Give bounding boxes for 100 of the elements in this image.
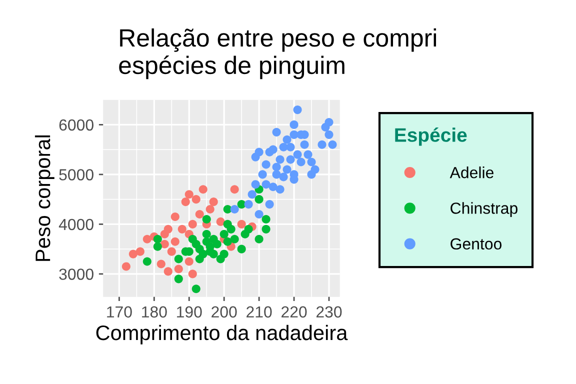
point bbox=[265, 200, 274, 209]
legend-label: Chinstrap bbox=[450, 202, 518, 218]
point bbox=[198, 185, 208, 194]
point bbox=[142, 257, 152, 266]
point bbox=[153, 234, 162, 244]
point bbox=[290, 130, 298, 139]
point bbox=[286, 155, 295, 164]
point bbox=[156, 260, 166, 268]
point bbox=[258, 170, 267, 179]
point bbox=[262, 214, 270, 224]
point bbox=[220, 230, 228, 238]
point bbox=[293, 106, 302, 114]
point bbox=[244, 224, 253, 234]
point bbox=[296, 158, 306, 166]
point bbox=[195, 254, 204, 264]
point bbox=[254, 234, 264, 244]
point bbox=[188, 234, 197, 244]
point bbox=[262, 160, 270, 169]
point bbox=[237, 220, 246, 228]
point bbox=[268, 145, 278, 154]
point bbox=[276, 185, 284, 194]
legend-label: Gentoo bbox=[450, 238, 502, 250]
point bbox=[223, 205, 232, 214]
point bbox=[181, 198, 190, 206]
point bbox=[304, 150, 312, 159]
point bbox=[160, 240, 169, 248]
point bbox=[310, 165, 320, 174]
point bbox=[202, 230, 211, 238]
point bbox=[184, 257, 194, 266]
point bbox=[324, 118, 334, 127]
point bbox=[230, 234, 239, 244]
x-tick-label: 180 bbox=[142, 306, 167, 318]
point bbox=[216, 217, 225, 226]
point bbox=[254, 210, 264, 219]
legend-title: Espécie bbox=[395, 127, 467, 146]
point bbox=[282, 165, 292, 174]
point bbox=[237, 200, 246, 209]
point bbox=[286, 142, 295, 152]
point bbox=[142, 234, 152, 244]
point bbox=[300, 140, 309, 149]
point bbox=[230, 205, 239, 214]
point bbox=[184, 190, 194, 199]
point bbox=[226, 224, 236, 234]
point bbox=[174, 254, 183, 264]
x-tick-label: 200 bbox=[212, 306, 237, 318]
point bbox=[293, 150, 302, 159]
point bbox=[276, 155, 284, 164]
point bbox=[318, 140, 326, 149]
x-tick-label: 190 bbox=[177, 306, 202, 318]
point bbox=[206, 205, 214, 214]
point bbox=[248, 190, 256, 199]
y-tick-label: 4000 bbox=[58, 218, 94, 230]
point bbox=[251, 180, 260, 189]
chart-title: Relação entre peso e compri espécies de pinguim bbox=[119, 28, 436, 80]
x-tick-label: 220 bbox=[282, 306, 307, 318]
point bbox=[324, 130, 334, 139]
y-tick-label: 5000 bbox=[59, 169, 94, 180]
point bbox=[307, 158, 316, 166]
y-tick-label: 3000 bbox=[59, 268, 94, 280]
point bbox=[290, 120, 298, 129]
point bbox=[164, 267, 172, 276]
y-axis-title: Peso corporal bbox=[34, 135, 54, 261]
y-tick-label: 6000 bbox=[59, 119, 94, 131]
point bbox=[192, 195, 200, 204]
point bbox=[223, 237, 232, 246]
x-tick-label: 170 bbox=[107, 306, 132, 318]
point bbox=[328, 140, 337, 149]
point bbox=[230, 185, 239, 194]
point bbox=[188, 220, 197, 228]
point bbox=[279, 172, 288, 182]
point bbox=[254, 195, 264, 204]
point bbox=[192, 284, 200, 294]
point bbox=[153, 242, 162, 251]
point bbox=[164, 224, 172, 234]
point bbox=[170, 237, 180, 246]
point bbox=[178, 224, 186, 234]
point bbox=[174, 264, 183, 274]
point bbox=[170, 212, 180, 222]
point bbox=[122, 262, 130, 271]
point bbox=[237, 244, 246, 254]
point bbox=[272, 162, 281, 172]
point bbox=[220, 250, 228, 258]
point bbox=[212, 240, 222, 248]
point bbox=[188, 270, 197, 278]
x-tick-label: 230 bbox=[316, 306, 342, 318]
point bbox=[136, 247, 144, 256]
point bbox=[244, 200, 253, 209]
point bbox=[282, 135, 292, 144]
point bbox=[128, 250, 138, 258]
point bbox=[174, 274, 183, 284]
legend-label: Adelie bbox=[450, 166, 494, 178]
point bbox=[262, 180, 270, 189]
point bbox=[195, 210, 204, 219]
x-axis-title: Comprimento da nadadeira bbox=[96, 324, 348, 344]
x-tick-label: 210 bbox=[246, 306, 272, 318]
point bbox=[202, 214, 211, 224]
point bbox=[272, 128, 281, 136]
point bbox=[254, 148, 264, 156]
point bbox=[262, 224, 270, 234]
point bbox=[167, 247, 176, 256]
